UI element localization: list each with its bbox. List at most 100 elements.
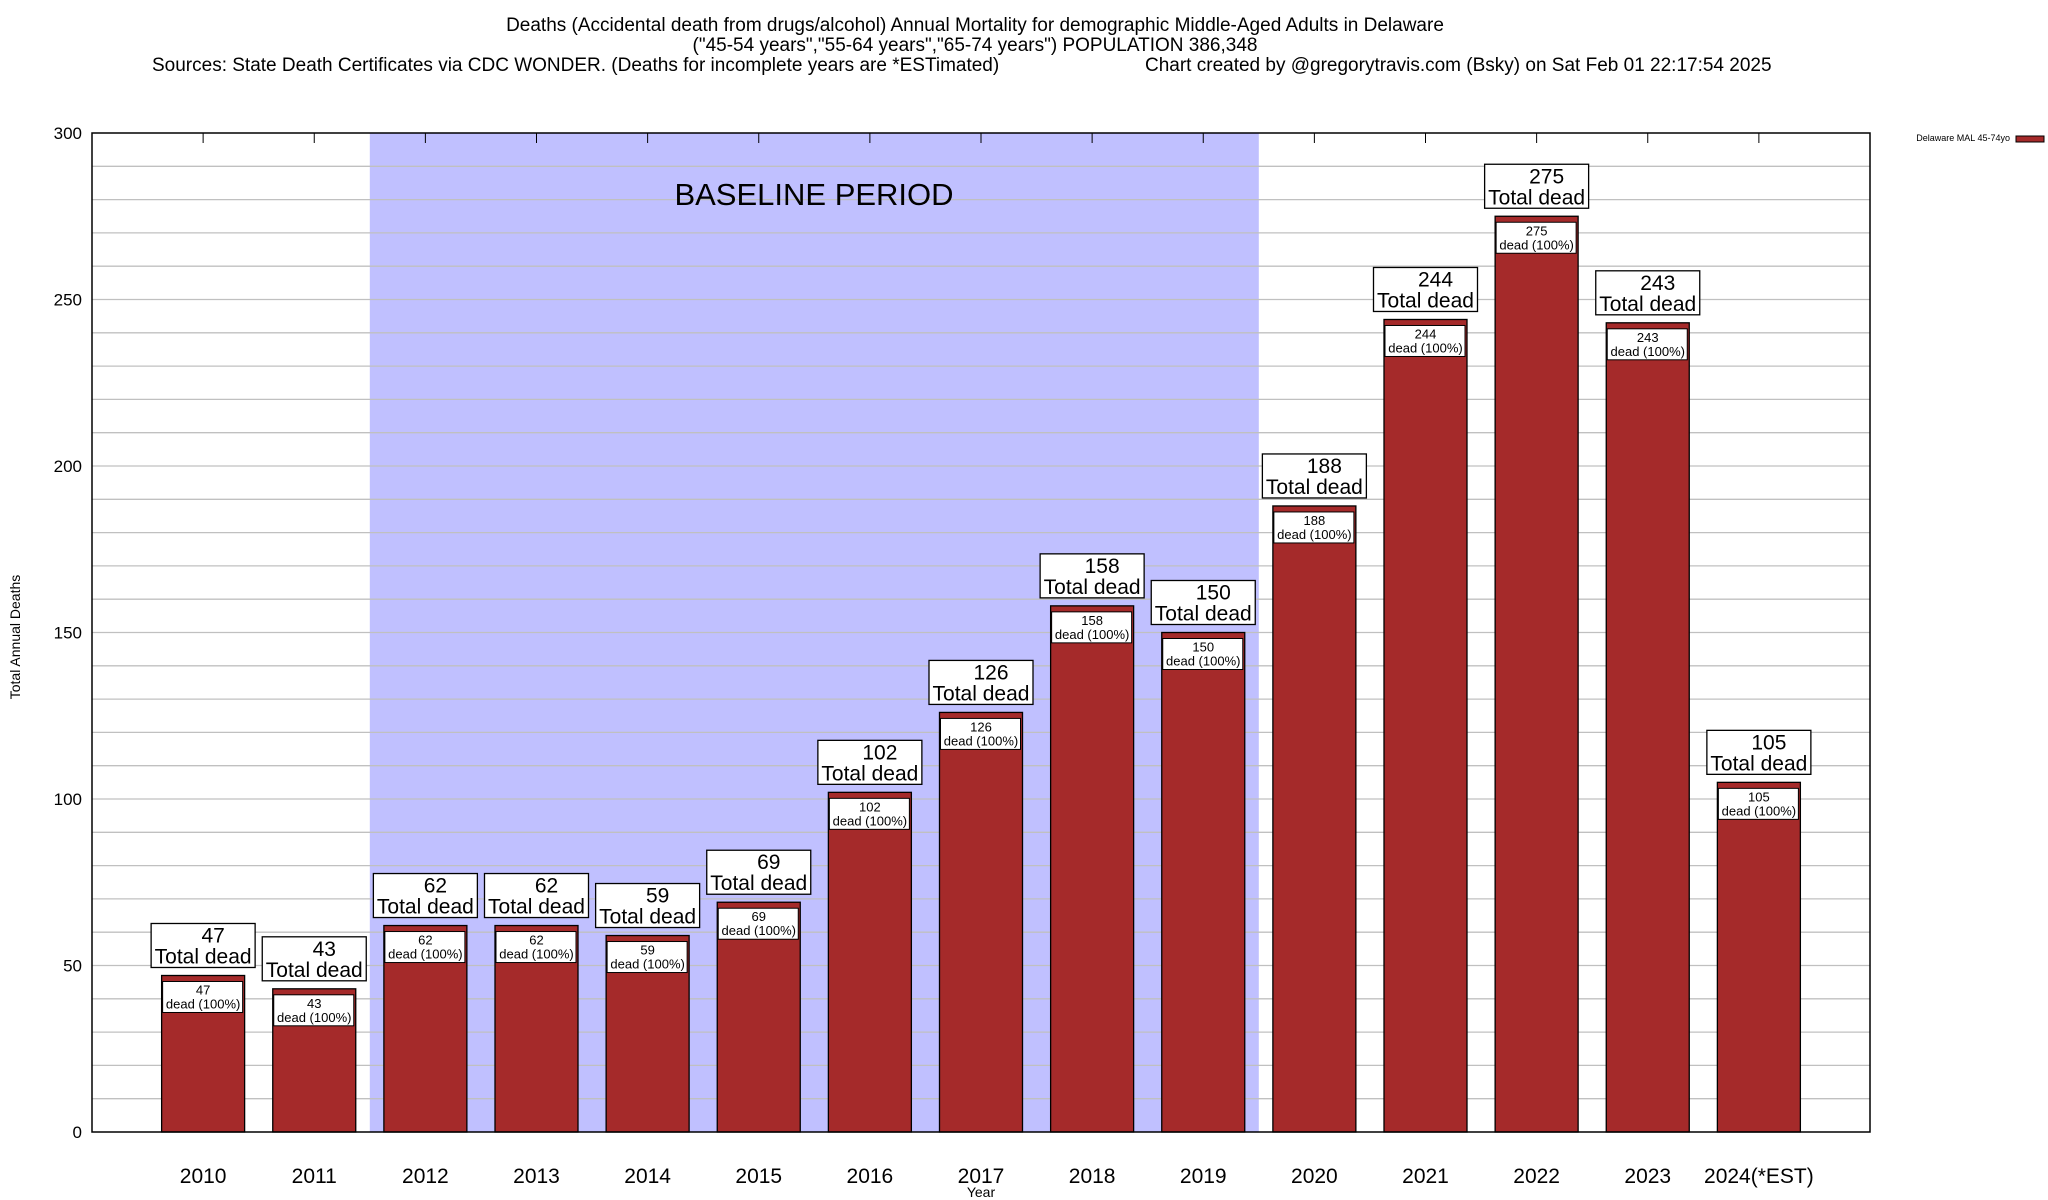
bar-inner-label-box [1162, 638, 1244, 670]
bar-inner-percent-label: dead (100%) [1611, 344, 1685, 359]
bar-inner-value-label: 243 [1637, 330, 1659, 345]
total-value-label: 43 [313, 938, 336, 961]
x-axis-label: Year [967, 1184, 996, 1200]
bar-inner-label-box [717, 907, 799, 940]
total-label-box [594, 882, 701, 929]
bar-inner-label-box [1606, 328, 1688, 361]
bar-2019 [1161, 631, 1246, 1133]
bar-inner-value-label: 188 [1304, 513, 1326, 528]
y-tick-label: 0 [73, 1123, 82, 1142]
bar-inner-value-label: 69 [752, 909, 766, 924]
total-value-label: 126 [973, 661, 1008, 684]
bar-inner-percent-label: dead (100%) [833, 813, 907, 828]
total-label-box [261, 936, 367, 982]
bar-inner-value-label: 275 [1526, 223, 1548, 238]
total-label-box [1150, 579, 1256, 626]
bar-inner-label-box [1495, 221, 1577, 254]
bar-inner-label-box [606, 941, 688, 974]
total-value-label: 47 [201, 924, 224, 947]
total-label-box [372, 872, 479, 919]
total-label-box [706, 849, 812, 895]
bar-inner-percent-label: dead (100%) [277, 1010, 351, 1025]
bar-inner-percent-label: dead (100%) [1055, 627, 1129, 642]
x-tick-label: 2022 [1513, 1165, 1560, 1188]
baseline-period-annotation: BASELINE PERIOD [674, 177, 953, 212]
total-dead-label: Total dead [1266, 476, 1363, 499]
bar-2016 [827, 791, 913, 1133]
bar-inner-value-label: 62 [529, 933, 543, 948]
total-value-label: 62 [424, 875, 447, 898]
plot-frame [91, 132, 1871, 1133]
bar-inner-value-label: 62 [418, 933, 432, 948]
total-dead-label: Total dead [1599, 293, 1696, 316]
bar-inner-label-box [1051, 611, 1133, 644]
x-tick-label: 2012 [402, 1165, 449, 1188]
x-tick-label: 2020 [1291, 1165, 1338, 1188]
x-tick-label: 2019 [1180, 1165, 1227, 1188]
x-tick-label: 2016 [847, 1165, 894, 1188]
x-tick-label: 2017 [958, 1165, 1005, 1188]
x-tick-label: 2011 [292, 1165, 337, 1188]
bar-inner-label-box [828, 797, 910, 830]
total-value-label: 244 [1418, 268, 1453, 291]
total-dead-label: Total dead [266, 959, 363, 982]
total-dead-label: Total dead [1155, 603, 1252, 626]
total-value-label: 105 [1751, 731, 1786, 754]
total-dead-label: Total dead [155, 945, 252, 968]
bar-inner-percent-label: dead (100%) [722, 923, 796, 938]
bar-inner-percent-label: dead (100%) [944, 733, 1018, 748]
total-label-box [1039, 553, 1145, 599]
x-tick-label: 2018 [1069, 1165, 1116, 1188]
bar-inner-percent-label: dead (100%) [499, 947, 573, 962]
total-label-box [483, 872, 590, 919]
bar-2018 [1049, 605, 1135, 1133]
bar-2023 [1605, 322, 1690, 1133]
bar-2022 [1494, 215, 1579, 1133]
bar-inner-value-label: 102 [859, 799, 881, 814]
bar-2015 [716, 901, 801, 1133]
bar-inner-percent-label: dead (100%) [388, 947, 462, 962]
total-label-box [1706, 729, 1812, 775]
total-label-box [1595, 270, 1701, 316]
bar-inner-value-label: 47 [196, 982, 210, 997]
total-value-label: 69 [757, 851, 780, 874]
total-dead-label: Total dead [1044, 576, 1141, 599]
bar-2017 [938, 711, 1024, 1133]
bar-inner-percent-label: dead (100%) [1722, 803, 1796, 818]
total-dead-label: Total dead [821, 762, 918, 785]
bar-inner-value-label: 244 [1415, 326, 1437, 341]
bar-inner-label-box [940, 717, 1021, 750]
bar-2021 [1383, 318, 1468, 1133]
x-tick-label: 2023 [1624, 1165, 1671, 1188]
total-label-box [817, 739, 923, 785]
total-dead-label: Total dead [488, 896, 585, 919]
total-dead-label: Total dead [1710, 752, 1807, 775]
bar-inner-label-box [162, 980, 244, 1013]
total-label-box [1261, 453, 1368, 499]
bar-inner-percent-label: dead (100%) [1277, 527, 1351, 542]
x-tick-label: 2013 [513, 1165, 560, 1188]
total-dead-label: Total dead [377, 896, 474, 919]
x-tick-label: 2014 [624, 1165, 671, 1188]
y-tick-label: 250 [54, 291, 82, 310]
y-tick-label: 150 [54, 624, 82, 643]
total-value-label: 102 [862, 741, 897, 764]
x-tick-label: 2010 [180, 1165, 227, 1188]
total-value-label: 150 [1196, 582, 1231, 605]
bar-inner-label-box [384, 931, 466, 964]
chart-sources: Sources: State Death Certificates via CD… [152, 55, 999, 76]
x-tick-label: 2021 [1402, 1165, 1449, 1188]
total-dead-label: Total dead [1377, 289, 1474, 312]
y-tick-label: 200 [54, 457, 82, 476]
bar-inner-value-label: 150 [1192, 640, 1214, 655]
bar-inner-value-label: 43 [307, 996, 321, 1011]
total-value-label: 158 [1085, 555, 1120, 578]
x-tick-label: 2024(*EST) [1704, 1165, 1814, 1188]
total-label-box [1483, 163, 1590, 209]
bar-inner-percent-label: dead (100%) [1166, 654, 1240, 669]
total-dead-label: Total dead [933, 682, 1030, 705]
total-label-box [1372, 266, 1479, 313]
bar-inner-label-box [1273, 511, 1355, 544]
y-axis-label: Total Annual Deaths [7, 575, 23, 700]
